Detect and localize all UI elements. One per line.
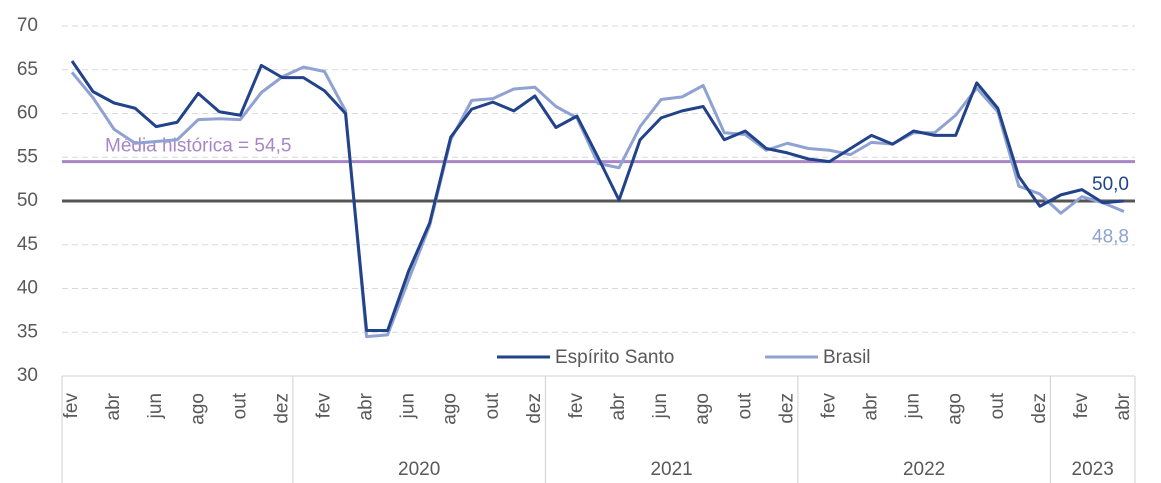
x-tick-label: jun	[903, 393, 924, 419]
x-tick-label: ago	[692, 393, 713, 425]
y-tick-label: 55	[17, 146, 38, 167]
data-label: 48,8	[1092, 227, 1129, 248]
reference-label: Média histórica = 54,5	[105, 136, 291, 157]
x-tick-label: ago	[187, 393, 208, 425]
y-tick-label: 30	[17, 365, 38, 386]
x-tick-label: dez	[1029, 393, 1050, 424]
x-tick-label: abr	[608, 392, 629, 420]
x-tick-label: abr	[1113, 392, 1134, 420]
x-tick-label: out	[987, 392, 1008, 419]
x-tick-label: ago	[945, 393, 966, 425]
x-tick-label: abr	[356, 392, 377, 420]
y-tick-label: 35	[17, 321, 38, 342]
x-tick-label: abr	[861, 392, 882, 420]
year-label: 2023	[1072, 459, 1114, 480]
x-tick-label: dez	[524, 393, 545, 424]
x-tick-label: dez	[271, 393, 292, 424]
x-tick-label: out	[734, 392, 755, 419]
x-tick-label: fev	[313, 393, 334, 419]
x-tick-label: jun	[145, 393, 166, 419]
x-tick-label: dez	[776, 393, 797, 424]
x-tick-label: out	[229, 392, 250, 419]
y-tick-label: 40	[17, 278, 38, 299]
x-tick-label: jun	[398, 393, 419, 419]
x-tick-label: fev	[1071, 393, 1092, 419]
x-tick-label: ago	[440, 393, 461, 425]
series-line	[70, 60, 1125, 332]
data-label: 50,0	[1092, 174, 1129, 195]
legend-label: Brasil	[823, 347, 871, 368]
x-tick-label: jun	[650, 393, 671, 419]
x-tick-label: out	[482, 392, 503, 419]
legend-label: Espírito Santo	[555, 347, 674, 368]
x-tick-label: fev	[818, 393, 839, 419]
year-label: 2022	[903, 459, 945, 480]
y-tick-label: 60	[17, 103, 38, 124]
y-tick-label: 70	[17, 15, 38, 36]
y-tick-label: 65	[17, 59, 38, 80]
x-tick-label: abr	[103, 392, 124, 420]
x-tick-label: fev	[61, 393, 82, 419]
y-tick-label: 50	[17, 190, 38, 211]
year-label: 2021	[650, 459, 692, 480]
y-tick-label: 45	[17, 234, 38, 255]
series-line	[70, 65, 1125, 339]
x-tick-label: fev	[566, 393, 587, 419]
year-label: 2020	[398, 459, 440, 480]
